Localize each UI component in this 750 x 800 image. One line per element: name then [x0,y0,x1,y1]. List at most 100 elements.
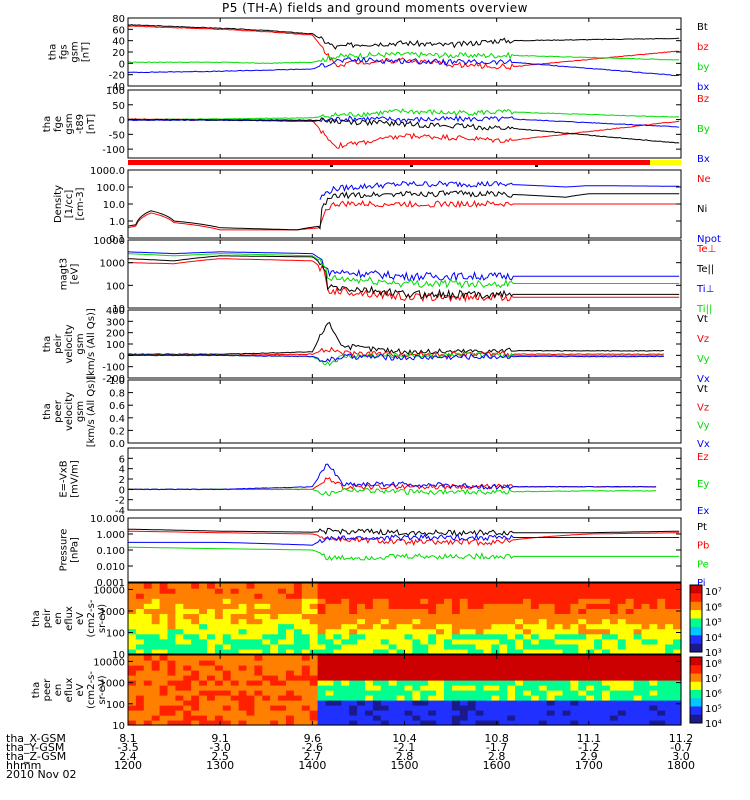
spectrogram-cell [135,665,145,671]
spectrogram-cell [199,655,208,661]
spectrogram-cell [301,613,311,620]
spectrogram-cell [143,695,153,701]
spectrogram-cell [293,720,303,726]
spectrogram-cell [523,643,532,650]
spectrogram-cell [507,588,516,594]
spectrogram-cell [641,715,650,721]
spectrogram-cell [222,695,232,701]
spectrogram-cell [151,633,161,640]
y-tick-label: 1.0 [109,217,125,228]
spectrogram-cell [673,593,682,599]
spectrogram-cell [538,588,548,594]
spectrogram-cell [436,655,445,661]
spectrogram-cell [499,690,508,696]
spectrogram-cell [507,685,516,691]
spectrogram-cell [625,583,635,589]
colorbar-segment [690,626,702,636]
spectrogram-cell [602,655,611,661]
spectrogram-cell [270,720,279,726]
spectrogram-cell [617,638,627,645]
spectrogram-cell [262,643,271,650]
spectrogram-cell [325,675,334,681]
spectrogram-cell [175,633,184,640]
spectrogram-cell [499,593,508,599]
spectrogram-cell [507,633,516,640]
spectrogram-cell [286,638,295,645]
spectrogram-cell [412,715,421,721]
spectrogram-cell [420,710,429,716]
spectrogram-cell [436,670,445,676]
spectrogram-cell [665,603,674,609]
colorbar-tick-label: 10⁵ [705,704,722,715]
spectrogram-cell [357,583,366,589]
spectrogram-cell [309,593,319,599]
spectrogram-cell [333,608,342,615]
spectrogram-cell [483,593,492,599]
spectrogram-cell [230,665,240,671]
spectrogram-cell [262,588,271,594]
colorbar-segment [690,643,702,653]
spectrogram-cell [396,695,406,701]
spectrogram-cell [475,680,485,686]
spectrogram-cell [333,593,342,599]
spectrogram-cell [665,648,674,655]
spectrogram-cell [562,700,571,706]
spectrogram-cell [207,695,216,701]
spectrogram-cell [475,643,485,650]
spectrogram-cell [507,613,516,620]
spectrogram-cell [183,603,192,609]
spectrogram-cell [380,648,390,655]
spectrogram-cell [467,583,477,589]
spectrogram-cell [357,648,366,655]
spectrogram-cell [507,690,516,696]
spectrogram-cell [333,690,342,696]
spectrogram-cell [428,618,437,625]
spectrogram-cell [214,685,224,691]
spectrogram-cell [380,670,390,676]
spectrogram-cell [483,628,492,635]
spectrogram-cell [602,623,611,630]
spectrogram-cell [365,710,374,716]
spectrogram-cell [333,685,342,691]
spectrogram-cell [191,655,200,661]
spectrogram-cell [246,675,255,681]
spectrogram-cell [641,675,650,681]
spectrogram-cell [467,608,477,615]
spectrogram-cell [349,655,358,661]
spectrogram-cell [673,633,682,640]
spectrogram-cell [167,623,176,630]
spectrogram-cell [546,608,556,615]
spectrogram-cell [657,603,666,609]
spectrogram-cell [293,705,303,711]
spectrogram-cell [325,633,334,640]
spectrogram-cell [388,648,398,655]
colorbar-segment [690,618,702,628]
spectrogram-cell [420,680,429,686]
spectrogram-cell [617,623,627,630]
spectrogram-cell [135,598,145,604]
spectrogram-cell [151,700,161,706]
spectrogram-cell [388,618,398,625]
mode-bar-marker [535,165,538,167]
spectrogram-cell [333,655,342,661]
spectrogram-cell [483,638,492,645]
spectrogram-cell [262,583,271,589]
spectrogram-cell [459,705,469,711]
spectrogram-cell [609,608,619,615]
panel-frame [127,379,682,444]
spectrogram-cell [436,660,445,666]
spectrogram-cell [333,598,342,604]
spectrogram-cell [586,715,595,721]
spectrogram-cell [396,680,406,686]
spectrogram-cell [657,670,666,676]
spectrogram-cell [428,675,437,681]
spectrogram-cell [262,670,271,676]
spectrogram-cell [649,700,658,706]
spectrogram-cell [372,675,382,681]
spectrogram-cell [262,613,271,620]
spectrogram-cell [183,655,192,661]
spectrogram-cell [238,613,248,620]
spectrogram-cell [665,623,674,630]
spectrogram-cell [641,638,650,645]
spectrogram-cell [530,623,540,630]
